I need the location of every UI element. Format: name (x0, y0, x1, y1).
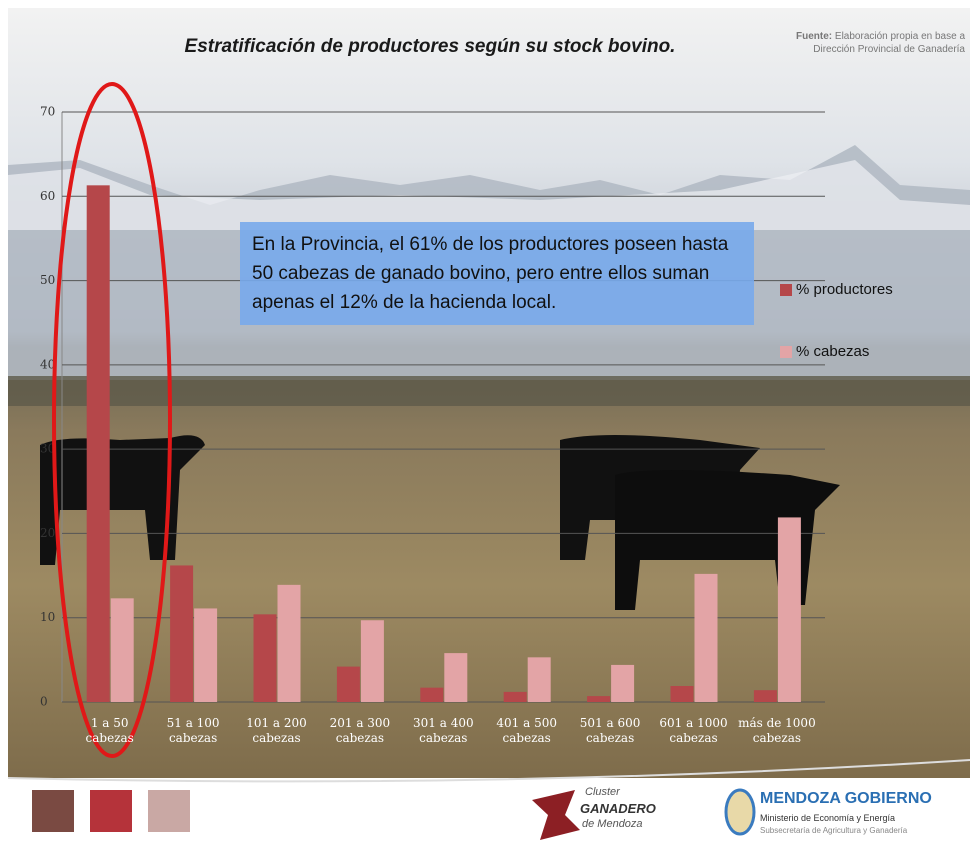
cluster-logo (532, 790, 580, 840)
x-tick-label: 501 a 600 cabezas (579, 716, 641, 745)
bar (420, 687, 444, 702)
y-tick-label: 60 (40, 189, 55, 203)
footer-square (32, 790, 74, 832)
y-tick-label: 70 (40, 105, 55, 119)
bar (170, 565, 194, 702)
source-text: Elaboración propia en base a Dirección P… (813, 31, 965, 55)
bar (694, 573, 718, 702)
x-tick-label: 301 a 400 cabezas (413, 716, 474, 745)
bar (253, 614, 277, 702)
gov-ministry: Ministerio de Economía y Energía (760, 813, 896, 823)
annotation: En la Provincia, el 61% de los productor… (240, 222, 754, 325)
highlight (52, 82, 172, 758)
legend-swatch (780, 284, 792, 296)
cow (40, 435, 205, 565)
x-tick-label: 401 a 500 cabezas (496, 716, 557, 745)
cluster-line2: GANADERO (580, 801, 656, 816)
bar (777, 517, 801, 702)
bar (611, 664, 635, 702)
chart-title: Estratificación de productores según su … (184, 36, 676, 57)
x-tick-label: 51 a 100 cabezas (166, 716, 220, 745)
gov-logo (724, 788, 756, 836)
cluster-line1: Cluster (585, 786, 620, 798)
gov-name: MENDOZA GOBIERNO (760, 790, 932, 807)
bar (670, 685, 694, 702)
footer-square (148, 790, 190, 832)
y-tick-label: 10 (40, 610, 55, 624)
x-tick-label: 1 a 50 cabezas (85, 716, 134, 745)
y-tick-label: 0 (40, 695, 48, 709)
y-tick-label: 20 (40, 526, 55, 540)
cluster-line3: de Mendoza (582, 818, 643, 830)
bar (277, 584, 301, 702)
x-tick-label: 101 a 200 cabezas (246, 716, 307, 745)
y-tick-label: 40 (40, 357, 55, 371)
legend-label: % productores (796, 281, 893, 298)
bar (587, 696, 611, 702)
bar (503, 691, 527, 702)
footer-square (90, 790, 132, 832)
source: Fuente: Elaboración propia en base a Dir… (760, 30, 965, 56)
legend-label: % cabezas (796, 343, 870, 360)
horizon (8, 376, 970, 406)
bar (336, 666, 360, 702)
x-tick-label: 601 a 1000 cabezas (659, 716, 728, 745)
x-tick-label: más de 1000 cabezas (738, 716, 816, 745)
bar (527, 657, 551, 702)
y-tick-label: 50 (40, 273, 55, 287)
bar (360, 620, 384, 702)
gov-sub: Subsecretaría de Agricultura y Ganadería (760, 826, 908, 835)
bar (194, 608, 218, 702)
source-label: Fuente: (796, 31, 833, 42)
bar (444, 653, 468, 702)
bar (753, 690, 777, 702)
bar (86, 185, 110, 703)
footer-curve (7, 759, 971, 783)
x-tick-label: 201 a 300 cabezas (329, 716, 391, 745)
y-tick-label: 30 (40, 442, 55, 456)
snow (8, 160, 970, 230)
legend-swatch (780, 346, 792, 358)
bar (110, 598, 134, 702)
